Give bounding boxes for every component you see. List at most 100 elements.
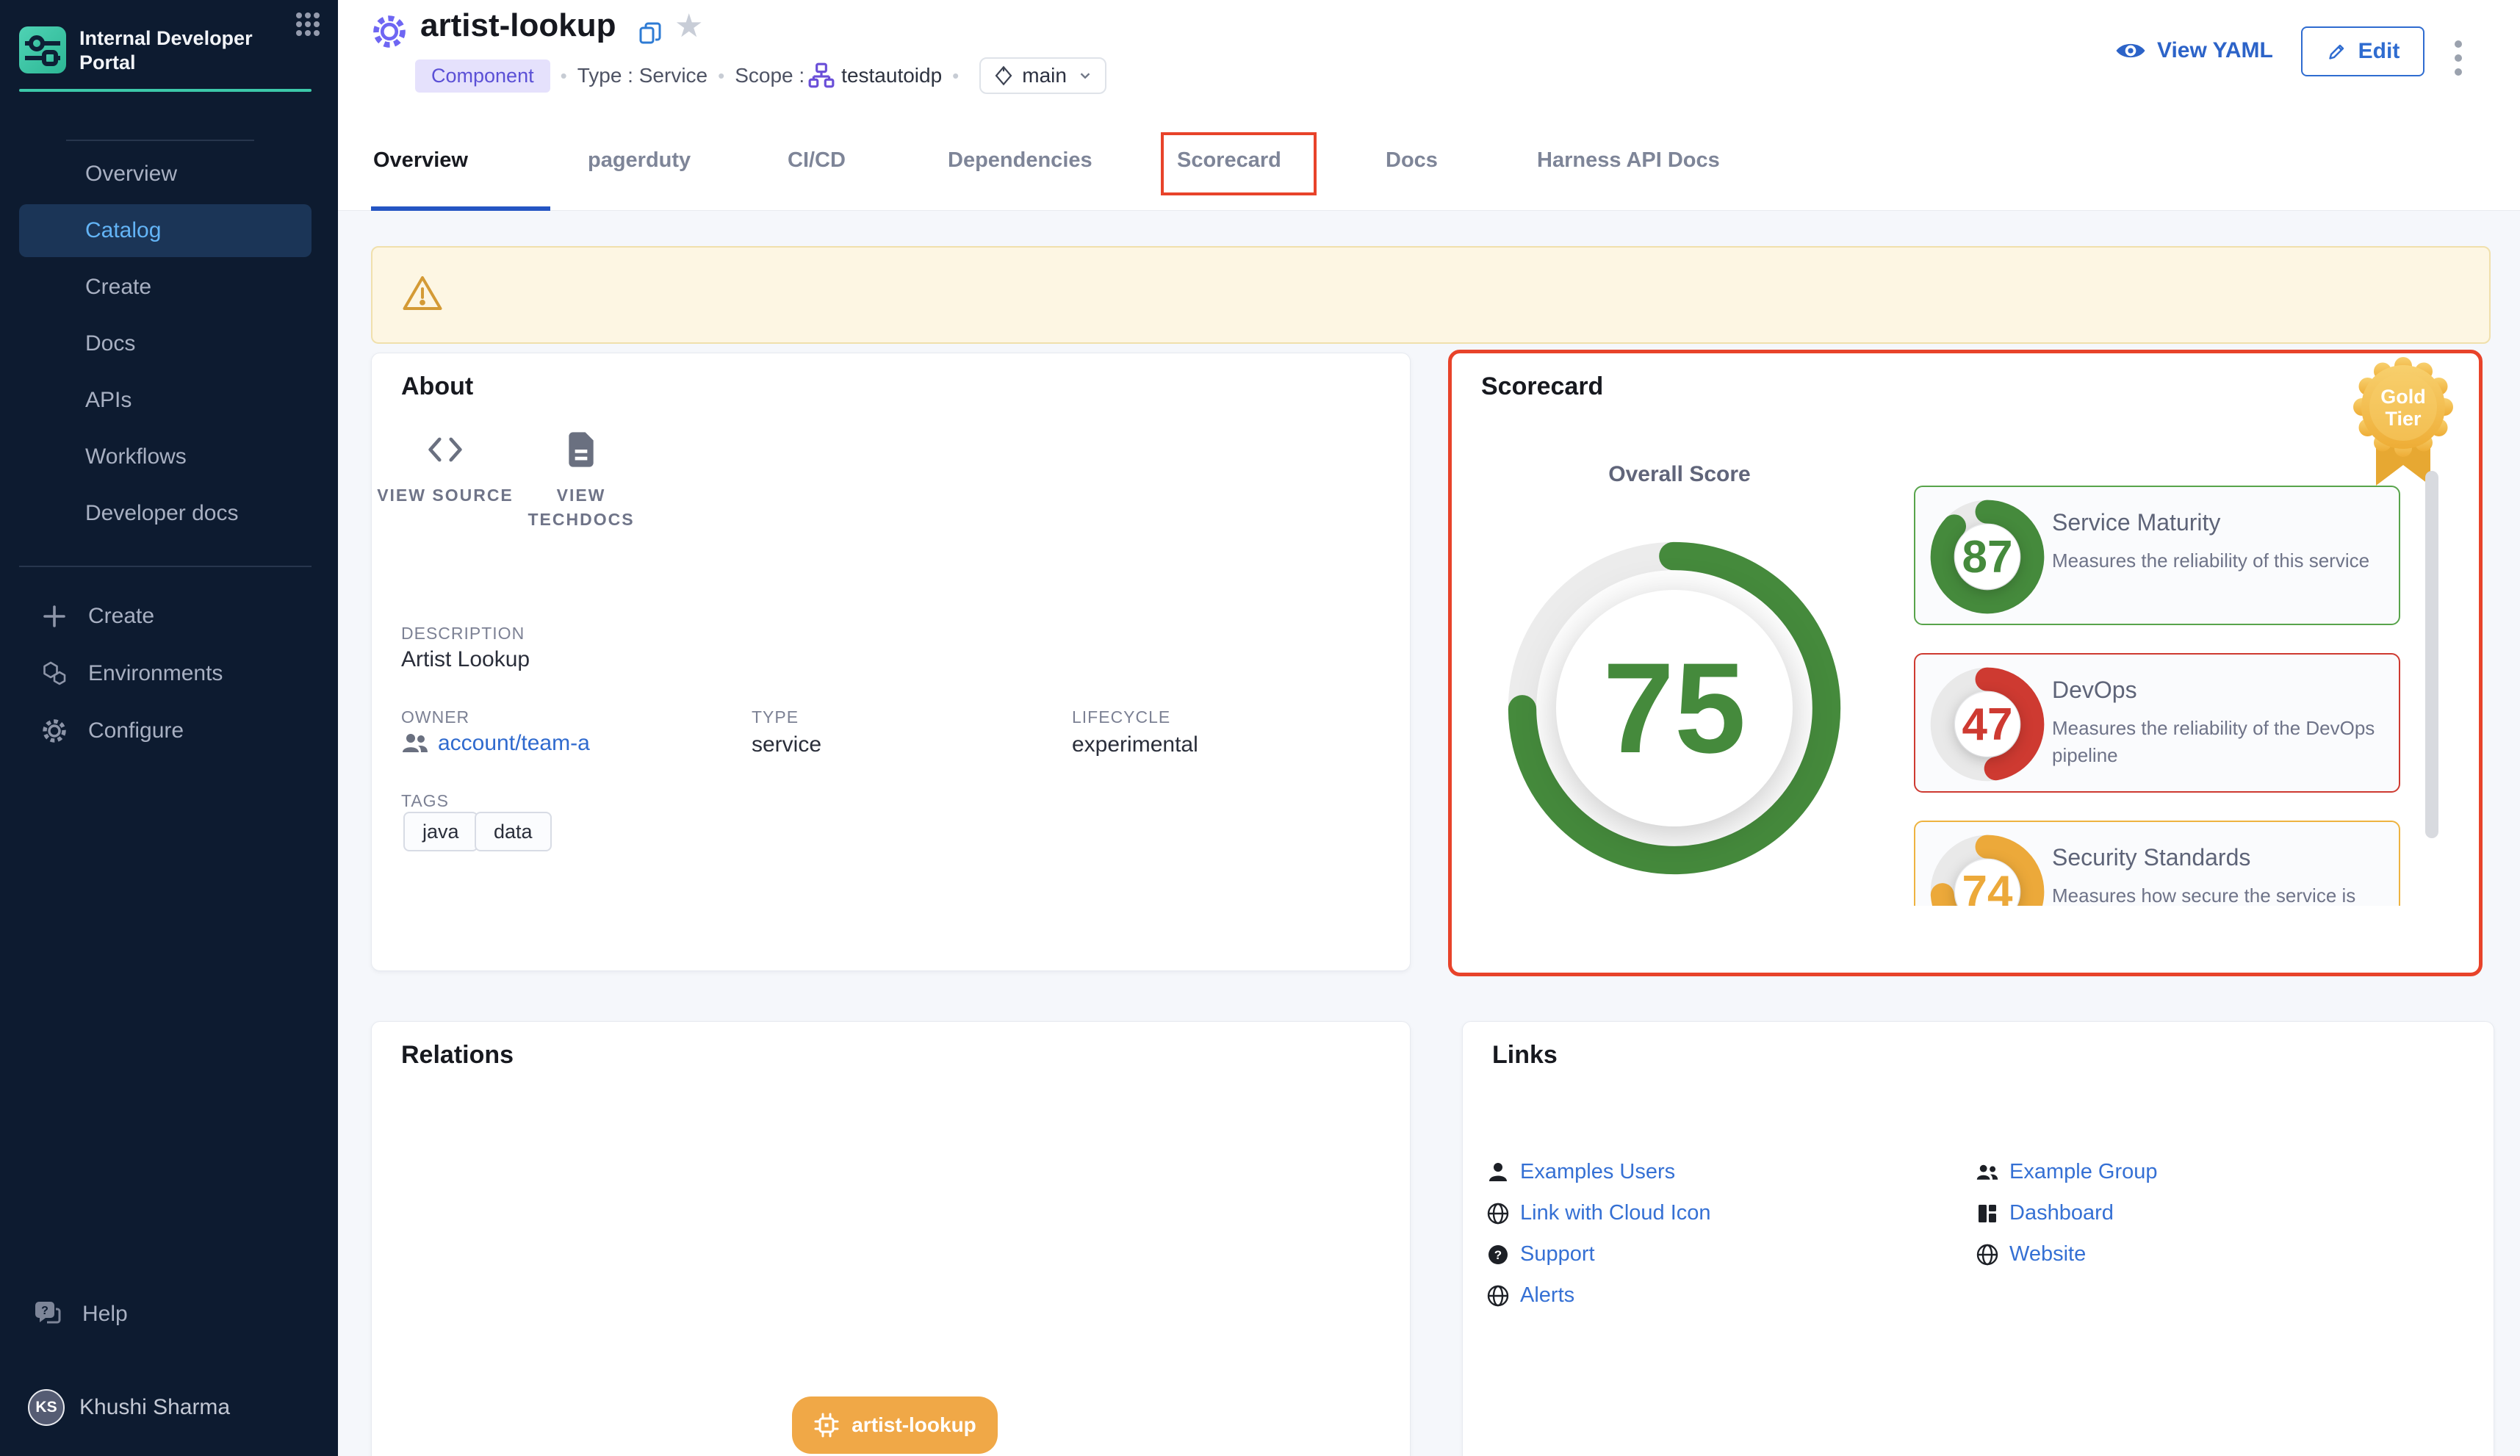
gear-icon — [43, 719, 66, 743]
overall-score-label: Overall Score — [1608, 462, 1751, 486]
link-example-group[interactable]: Example Group — [1976, 1160, 2158, 1184]
link-label: Dashboard — [2009, 1201, 2114, 1225]
app-grid-icon[interactable] — [295, 12, 320, 37]
edit-label: Edit — [2358, 39, 2400, 63]
tag-chip[interactable]: java — [403, 812, 478, 851]
links-title: Links — [1492, 1041, 1558, 1069]
warning-banner — [371, 246, 2491, 344]
link-label: Alerts — [1520, 1283, 1575, 1307]
relations-title: Relations — [401, 1041, 514, 1069]
scorecard-item-security-standards[interactable]: 74 Security Standards Measures how secur… — [1914, 821, 2400, 906]
view-source-button[interactable]: VIEW SOURCE — [372, 431, 519, 508]
group-icon — [1976, 1164, 1998, 1180]
type-value: service — [752, 732, 822, 757]
tab-pagerduty[interactable]: pagerduty — [588, 148, 691, 172]
lifecycle-label: LIFECYCLE — [1072, 707, 1171, 727]
scorecard-title: Scorecard — [1481, 372, 1604, 400]
user-menu[interactable]: KS Khushi Sharma — [28, 1389, 230, 1426]
tab-overview[interactable]: Overview — [373, 148, 468, 172]
user-name: Khushi Sharma — [79, 1395, 231, 1419]
tag-chip[interactable]: data — [475, 812, 552, 851]
scorecard-item-service-maturity[interactable]: 87 Service Maturity Measures the reliabi… — [1914, 486, 2400, 625]
link-alerts[interactable]: Alerts — [1486, 1283, 1574, 1308]
sidebar-divider — [66, 140, 254, 141]
link-with-cloud-icon[interactable]: Link with Cloud Icon — [1486, 1201, 1711, 1225]
link-label: Example Group — [2009, 1160, 2158, 1183]
gold-tier-badge: Gold Tier — [2353, 357, 2453, 486]
sidebar-item-docs[interactable]: Docs — [85, 331, 136, 356]
description-label: DESCRIPTION — [401, 624, 525, 643]
owner-link[interactable]: account/team-a — [401, 731, 590, 756]
branch-select[interactable]: main — [979, 57, 1106, 94]
scope-value: testautoidp — [841, 64, 943, 87]
link-website[interactable]: Website — [1976, 1242, 2086, 1266]
owner-label: OWNER — [401, 707, 470, 727]
link-examples-users[interactable]: Examples Users — [1486, 1160, 1675, 1184]
sidebar-item-overview[interactable]: Overview — [85, 162, 178, 186]
globe-icon — [1487, 1203, 1509, 1224]
entity-meta-row: Component • Type : Service • Scope : tes… — [415, 57, 1106, 94]
portal-logo-icon — [19, 26, 66, 73]
tab-harness-api-docs[interactable]: Harness API Docs — [1537, 148, 1720, 172]
document-icon — [569, 432, 594, 467]
favorite-star-icon[interactable]: ★ — [674, 8, 704, 44]
copy-icon[interactable] — [638, 21, 663, 46]
sidebar-item-create-action[interactable]: Create — [19, 588, 312, 645]
tab-docs[interactable]: Docs — [1386, 148, 1438, 172]
sidebar-item-create[interactable]: Create — [85, 275, 152, 299]
link-label: Support — [1520, 1242, 1595, 1266]
sidebar: Internal Developer Portal Overview Catal… — [0, 0, 338, 1456]
globe-icon — [1976, 1244, 1998, 1265]
sidebar-nav: Overview Catalog Create Docs APIs Workfl… — [19, 148, 312, 544]
sidebar-secondary-nav: Create Environments Configure — [19, 588, 312, 760]
separator-dot: • — [560, 64, 567, 87]
more-options-kebab-icon[interactable] — [2451, 34, 2466, 90]
tab-dependencies[interactable]: Dependencies — [948, 148, 1092, 172]
relations-node-artist-lookup[interactable]: artist-lookup — [792, 1396, 998, 1454]
org-hierarchy-icon — [808, 62, 835, 88]
kind-badge: Component — [415, 59, 550, 93]
sidebar-item-workflows[interactable]: Workflows — [85, 444, 187, 469]
scorecard-item-description: Measures the reliability of the DevOps p… — [2052, 717, 2375, 766]
sidebar-item-developer-docs[interactable]: Developer docs — [85, 501, 239, 525]
help-circle-icon: ? — [1488, 1244, 1508, 1264]
overall-score-value: 75 — [1602, 636, 1746, 780]
pencil-icon — [2328, 44, 2344, 60]
person-icon — [1489, 1162, 1507, 1181]
score-donut — [1930, 835, 2045, 906]
view-techdocs-button[interactable]: VIEW TECHDOCS — [508, 431, 655, 532]
tab-cicd[interactable]: CI/CD — [788, 148, 846, 172]
link-label: Website — [2009, 1242, 2087, 1266]
sidebar-divider — [19, 566, 312, 567]
lifecycle-value: experimental — [1072, 732, 1198, 757]
score-value: 47 — [1962, 699, 2013, 750]
tab-scorecard[interactable]: Scorecard — [1177, 148, 1281, 172]
score-value: 74 — [1962, 866, 2013, 907]
scrollbar-thumb[interactable] — [2425, 471, 2438, 838]
scorecard-item-devops[interactable]: 47 DevOps Measures the reliability of th… — [1914, 653, 2400, 793]
relations-card: Relations artist-lookup — [371, 1021, 1411, 1456]
about-card: About VIEW SOURCE VIEW TECHDOCS DESCRIPT… — [371, 353, 1411, 971]
sidebar-item-catalog[interactable]: Catalog — [19, 204, 312, 257]
sidebar-help[interactable]: ? Help — [32, 1299, 128, 1330]
branch-icon — [995, 65, 1012, 86]
view-yaml-button[interactable]: View YAML — [2114, 38, 2273, 63]
svg-text:?: ? — [1494, 1248, 1502, 1262]
sidebar-item-apis[interactable]: APIs — [85, 388, 132, 412]
sidebar-item-environments[interactable]: Environments — [19, 645, 312, 702]
scorecard-list: 87 Service Maturity Measures the reliabi… — [1914, 486, 2400, 906]
overall-score-donut — [1508, 541, 1841, 875]
separator-dot: • — [952, 64, 960, 87]
sidebar-item-configure[interactable]: Configure — [19, 702, 312, 760]
edit-button[interactable]: Edit — [2301, 26, 2424, 76]
view-techdocs-label: VIEW TECHDOCS — [528, 486, 635, 529]
link-support[interactable]: ? Support — [1486, 1242, 1595, 1266]
link-dashboard[interactable]: Dashboard — [1976, 1201, 2114, 1225]
active-tab-underline — [371, 206, 550, 211]
warning-triangle-icon — [403, 276, 442, 310]
avatar: KS — [28, 1389, 65, 1426]
eye-icon — [2116, 43, 2145, 58]
owner-value: account/team-a — [438, 731, 590, 755]
scorecard-item-name: Security Standards — [2052, 844, 2251, 871]
